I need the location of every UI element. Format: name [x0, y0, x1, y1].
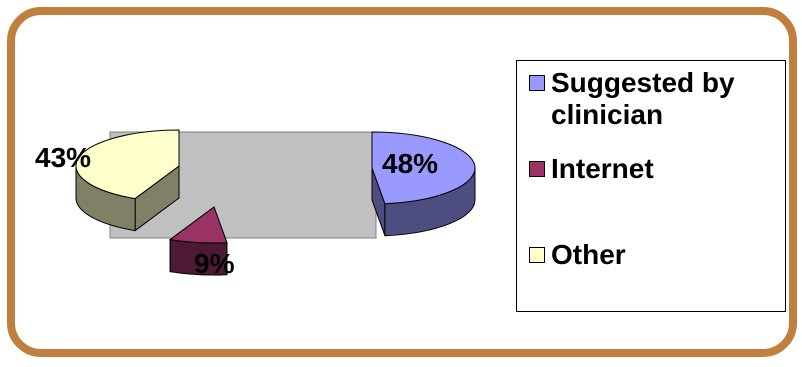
data-label-internet: 9%: [194, 248, 235, 279]
legend: Suggested by clinician Internet Other: [516, 60, 786, 312]
pie-slice-top-internet: [168, 206, 228, 244]
data-label-other: 43%: [35, 142, 92, 173]
legend-swatch-other: [529, 247, 545, 263]
pie-slice-top-suggested-by-clinician: [371, 131, 476, 205]
legend-item-internet: Internet: [529, 153, 781, 185]
pie-slice-suggested-by-clinician: [371, 131, 476, 237]
legend-label-internet: Internet: [551, 153, 654, 184]
pie-slice-other: [75, 129, 180, 232]
legend-label-other: Other: [551, 239, 626, 270]
data-label-suggested-by-clinician: 48%: [382, 148, 439, 179]
legend-item-suggested-by-clinician: Suggested by clinician: [529, 67, 781, 131]
legend-swatch-internet: [529, 161, 545, 177]
legend-swatch-suggested-by-clinician: [529, 75, 545, 91]
pie-slice-internet: [168, 206, 228, 276]
legend-label-suggested-by-clinician: Suggested by clinician: [551, 67, 735, 130]
legend-item-other: Other: [529, 239, 781, 271]
pie-slice-top-other: [75, 129, 180, 200]
